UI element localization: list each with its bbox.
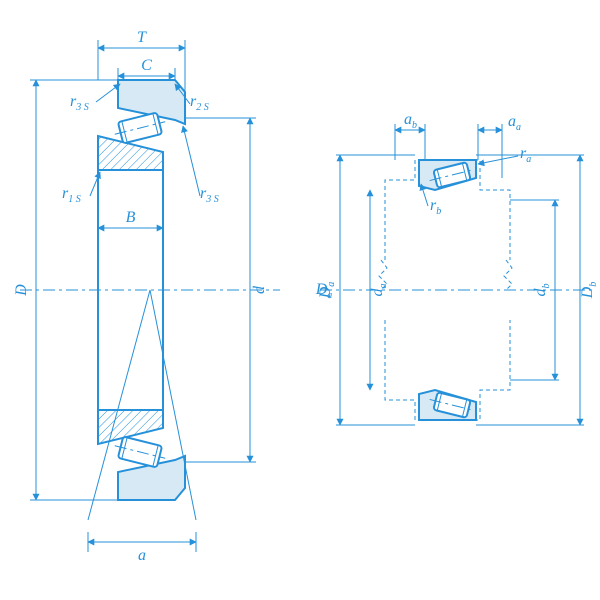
svg-text:r3 S: r3 S bbox=[70, 93, 89, 113]
svg-text:ab: ab bbox=[404, 111, 417, 131]
svg-text:ra: ra bbox=[520, 145, 531, 165]
svg-text:d: d bbox=[251, 285, 268, 294]
svg-text:T: T bbox=[137, 29, 147, 46]
svg-text:db: db bbox=[532, 284, 552, 297]
left-section-view: TC B Dd a r3 S r2 S r1 S r3 S bbox=[13, 29, 280, 564]
svg-text:da: da bbox=[369, 284, 389, 297]
svg-text:C: C bbox=[141, 57, 152, 74]
svg-text:B: B bbox=[126, 209, 136, 226]
svg-text:aa: aa bbox=[508, 113, 521, 133]
svg-text:r2 S: r2 S bbox=[190, 93, 209, 113]
svg-text:r3 S: r3 S bbox=[200, 185, 219, 205]
right-section-view: DaDadadbDbabaararb bbox=[315, 111, 599, 425]
svg-text:rb: rb bbox=[430, 197, 441, 217]
svg-text:D: D bbox=[13, 284, 30, 297]
svg-text:r1 S: r1 S bbox=[62, 185, 81, 205]
svg-text:a: a bbox=[138, 547, 146, 564]
svg-text:Db: Db bbox=[579, 282, 599, 300]
